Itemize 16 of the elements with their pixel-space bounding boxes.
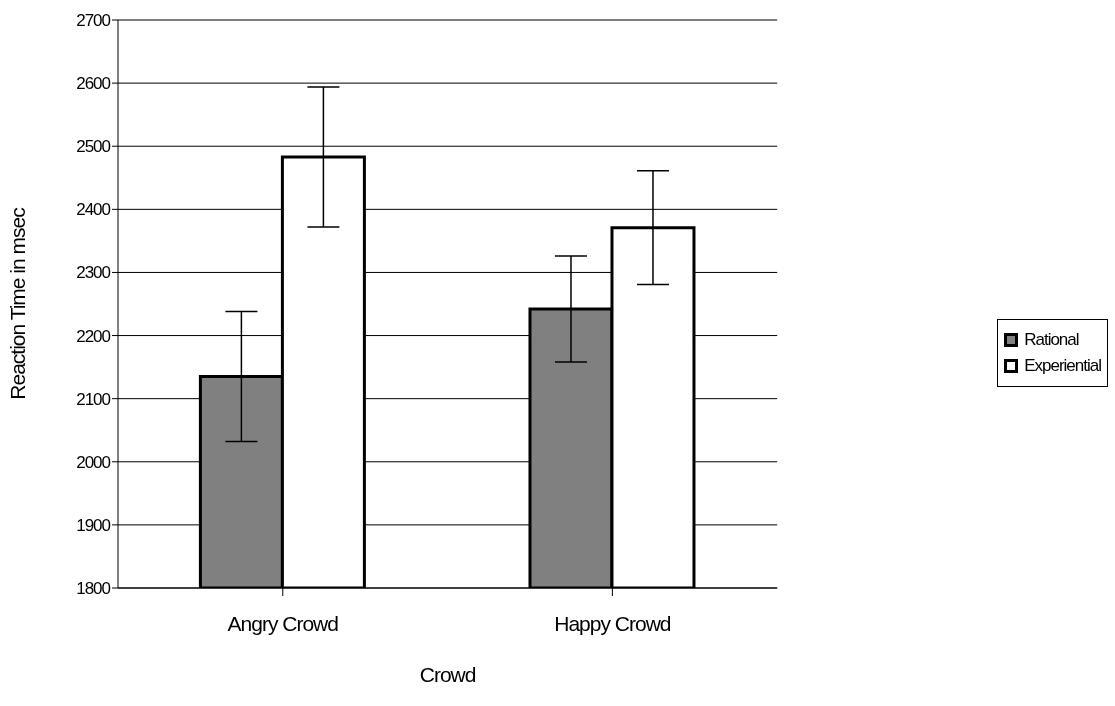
y-tick-label: 2000 [76, 452, 111, 472]
y-tick-label: 2500 [76, 137, 111, 157]
y-tick-label: 1800 [76, 579, 111, 599]
y-tick-label: 2400 [76, 200, 111, 220]
y-tick-label: 1900 [76, 515, 111, 535]
y-tick-label: 2700 [76, 11, 111, 31]
y-tick-label: 2600 [76, 74, 111, 94]
x-tick-label: Angry Crowd [227, 611, 339, 635]
x-axis-title: Crowd [419, 663, 476, 686]
legend-label: Experiential [1024, 356, 1101, 376]
x-tick-label: Happy Crowd [554, 611, 671, 635]
y-tick-label: 2100 [76, 389, 111, 409]
y-tick-label: 2300 [76, 263, 111, 283]
y-axis-title: Reaction Time in msec [6, 207, 30, 400]
legend-label: Rational [1024, 330, 1079, 350]
y-tick-label: 2200 [76, 326, 111, 346]
